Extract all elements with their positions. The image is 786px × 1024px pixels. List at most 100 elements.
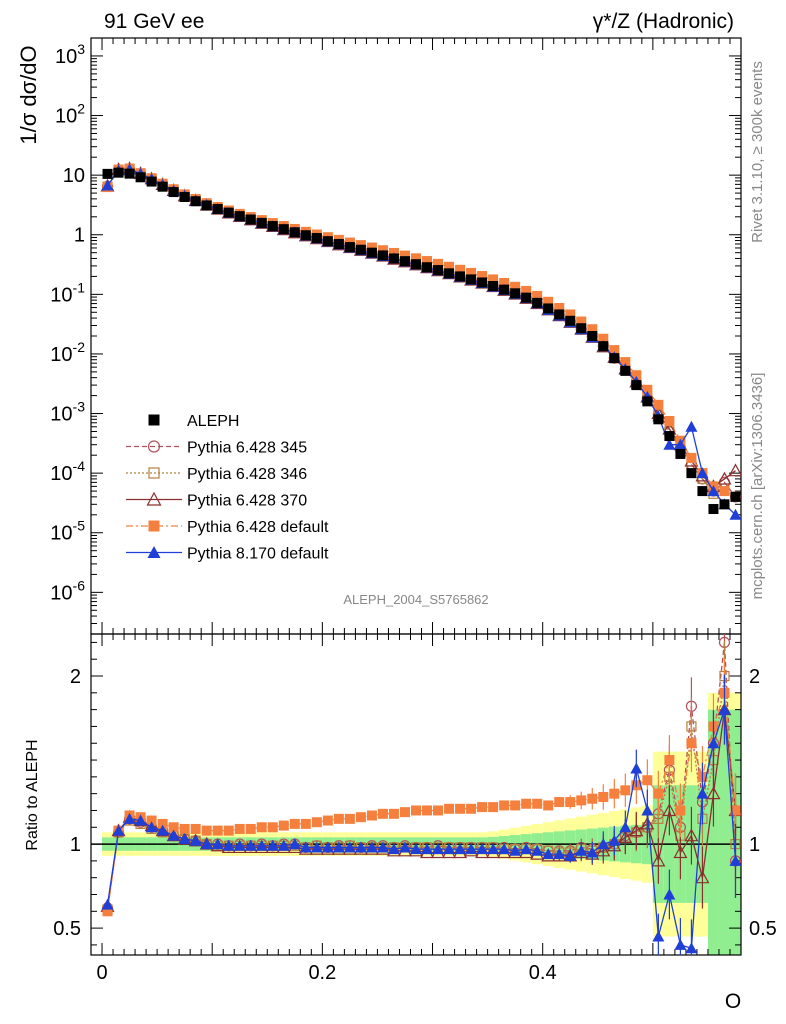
data-point: [278, 224, 289, 235]
data-point: [366, 810, 377, 821]
data-point: [212, 204, 223, 215]
data-point: [653, 414, 664, 425]
x-tick-label: 0.2: [308, 962, 336, 984]
data-point: [673, 845, 688, 859]
y-tick-label: 10: [63, 165, 85, 187]
data-point: [256, 822, 267, 833]
y-tick-label-exp: -4: [73, 458, 86, 474]
legend-label: Pythia 6.428 345: [187, 440, 307, 457]
y-tick-label: 1: [70, 834, 81, 856]
data-point: [675, 448, 686, 459]
ratio-plot-area: 0 0.2 0.4 0.5 0.5 1 1 2 2: [53, 633, 777, 984]
y-tick-label-exp: -2: [73, 339, 86, 355]
data-point: [112, 824, 125, 836]
data-point: [730, 491, 741, 502]
series-line: [106, 692, 737, 912]
data-point: [399, 256, 410, 267]
data-point: [300, 818, 311, 829]
data-point: [695, 870, 710, 884]
data-point: [190, 196, 201, 207]
x-tick-label: 0.4: [529, 962, 557, 984]
band-inner: [718, 709, 730, 955]
data-point: [597, 838, 610, 850]
data-point: [455, 271, 466, 282]
data-point: [422, 256, 433, 267]
header-right: γ*/Z (Hadronic): [593, 10, 734, 33]
data-point: [377, 250, 388, 261]
data-point: [157, 818, 168, 829]
data-point: [278, 820, 289, 831]
data-point: [343, 841, 356, 853]
y-tick-label-base: 10: [55, 106, 77, 128]
data-point: [521, 292, 532, 303]
data-point: [344, 242, 355, 253]
data-point: [223, 207, 234, 218]
data-point: [101, 179, 114, 191]
data-point: [267, 822, 278, 833]
data-point: [642, 775, 653, 786]
y-tick-label: 10-2: [50, 339, 85, 366]
data-point: [510, 288, 521, 299]
y-tick-label: 1: [74, 225, 85, 247]
data-point: [421, 843, 434, 855]
main-y-axis-label: 1/σ dσ/dO: [16, 45, 41, 144]
data-point: [466, 274, 477, 285]
data-point: [233, 839, 246, 851]
data-point: [587, 793, 598, 804]
data-point: [443, 843, 456, 855]
data-point: [697, 486, 708, 497]
data-point: [696, 787, 709, 799]
data-point: [267, 221, 278, 232]
data-point: [322, 815, 333, 826]
data-point: [729, 508, 741, 520]
band-inner: [707, 709, 719, 955]
legend-label: Pythia 6.428 default: [187, 519, 329, 536]
data-point: [609, 345, 620, 356]
data-point: [499, 277, 510, 288]
data-point: [488, 802, 499, 813]
data-point: [532, 798, 543, 809]
data-point: [433, 258, 444, 269]
series-line: [107, 168, 736, 516]
data-point: [146, 491, 162, 506]
data-point: [387, 843, 400, 855]
y-tick-label-right: 0.5: [749, 918, 777, 940]
data-point: [102, 168, 113, 179]
y-tick-label: 2: [70, 666, 81, 688]
data-point: [499, 800, 510, 811]
data-point: [344, 813, 355, 824]
data-point: [388, 253, 399, 264]
data-point: [289, 227, 300, 238]
data-point: [619, 821, 632, 833]
legend-label: Pythia 6.428 370: [187, 493, 307, 510]
y-tick-label-exp: -5: [73, 518, 86, 534]
x-tick-label: 0: [96, 962, 107, 984]
data-point: [708, 504, 719, 515]
data-point: [322, 236, 333, 247]
data-point: [168, 822, 179, 833]
data-point: [630, 762, 643, 774]
data-point: [565, 315, 576, 326]
data-point: [244, 839, 257, 851]
data-point: [148, 414, 160, 426]
data-point: [543, 303, 554, 314]
data-point: [148, 520, 160, 532]
data-point: [410, 843, 422, 855]
data-point: [521, 285, 532, 296]
data-point: [245, 823, 256, 834]
data-point: [157, 181, 168, 192]
data-point: [333, 813, 344, 824]
y-tick-label: 10-6: [50, 577, 85, 604]
ratio-series: [100, 634, 741, 955]
data-point: [488, 281, 499, 292]
data-point: [101, 898, 114, 910]
data-point: [686, 468, 697, 479]
data-point: [147, 440, 161, 453]
data-point: [277, 839, 290, 851]
data-point: [422, 805, 433, 816]
data-point: [299, 841, 312, 853]
data-point: [333, 238, 344, 249]
data-point: [266, 839, 279, 851]
data-point: [222, 839, 235, 851]
